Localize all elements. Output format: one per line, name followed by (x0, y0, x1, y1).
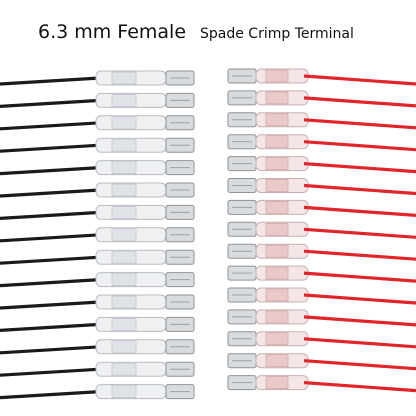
sleeve-band (265, 244, 289, 258)
sleeve-band (265, 332, 289, 346)
sleeve-band (265, 222, 289, 236)
red-wire (303, 337, 416, 349)
sleeve-band (265, 354, 289, 368)
red-wire (303, 271, 416, 283)
red-wire (303, 183, 416, 196)
sleeve-band (265, 157, 289, 171)
red-wire (303, 227, 416, 239)
sleeve-band (111, 116, 137, 130)
red-wire (303, 140, 416, 152)
black-wire (0, 188, 101, 198)
red-wire-terminals (227, 68, 416, 393)
sleeve-band (111, 250, 137, 264)
sleeve-band (265, 91, 289, 105)
sleeve-band (111, 317, 137, 331)
sleeve-band (265, 135, 289, 149)
sleeve-band (111, 183, 137, 197)
sleeve-band (265, 179, 289, 192)
sleeve-band (111, 94, 137, 107)
red-wire (303, 74, 416, 86)
black-wire-terminals (0, 70, 195, 400)
sleeve-band (111, 340, 137, 354)
red-wire (303, 96, 416, 108)
black-wire (0, 278, 101, 288)
red-wire (303, 249, 416, 261)
black-wire (0, 367, 101, 377)
sleeve-band (265, 288, 289, 302)
title-sub: Spade Crimp Terminal (200, 26, 354, 42)
sleeve-band (111, 362, 137, 376)
black-wire (0, 121, 101, 131)
black-wire (0, 300, 101, 310)
title-main: 6.3 mm Female (38, 21, 186, 43)
black-wire (0, 143, 101, 153)
red-wire (303, 381, 416, 393)
sleeve-band (111, 228, 137, 242)
black-wire (0, 233, 101, 243)
black-wire (0, 210, 101, 220)
red-wire (303, 359, 416, 371)
sleeve-band (265, 376, 289, 390)
sleeve-band (111, 273, 137, 287)
black-wire (0, 345, 101, 355)
black-wire (0, 98, 101, 108)
sleeve-band (111, 205, 137, 219)
sleeve-band (265, 266, 289, 280)
black-wire (0, 76, 101, 86)
sleeve-band (265, 69, 289, 83)
red-wire (303, 293, 416, 305)
black-wire (0, 166, 101, 176)
red-wire (303, 315, 416, 327)
sleeve-band (265, 310, 289, 324)
red-wire (303, 118, 416, 130)
sleeve-band (265, 200, 289, 214)
red-wire (303, 162, 416, 174)
sleeve-band (111, 161, 137, 175)
sleeve-band (265, 113, 289, 127)
red-wire (303, 205, 416, 217)
sleeve-band (111, 385, 137, 399)
sleeve-band (111, 295, 137, 309)
black-wire (0, 255, 101, 265)
sleeve-band (111, 71, 137, 85)
black-wire (0, 390, 101, 400)
sleeve-band (111, 138, 137, 152)
black-wire (0, 322, 101, 332)
